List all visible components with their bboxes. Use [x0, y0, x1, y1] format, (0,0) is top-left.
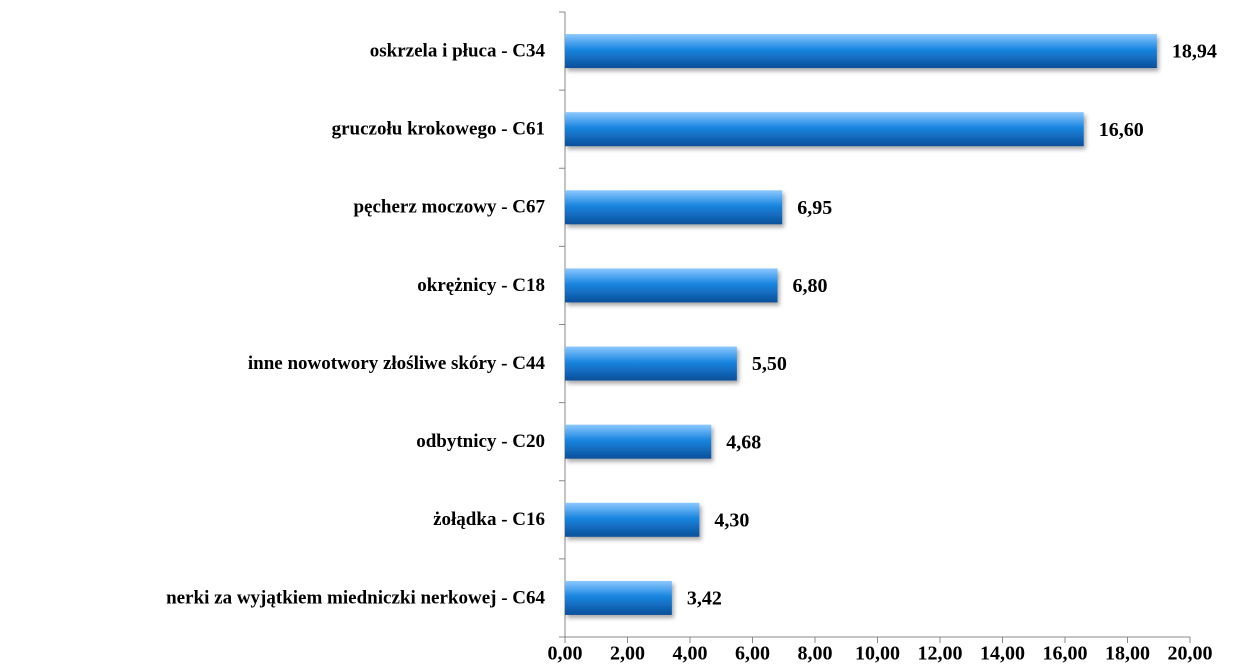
value-label: 16,60 — [1099, 119, 1144, 141]
value-label: 6,95 — [797, 197, 832, 219]
bar — [565, 424, 712, 459]
value-label: 18,94 — [1172, 41, 1217, 63]
value-label: 3,42 — [687, 588, 722, 610]
category-label: inne nowotwory złośliwe skóry - C44 — [248, 353, 546, 374]
category-label: oskrzela i płuca - C34 — [370, 40, 546, 61]
bar — [565, 112, 1084, 147]
category-label: gruczołu krokowego - C61 — [332, 119, 545, 140]
x-tick-label: 20,00 — [1168, 643, 1213, 664]
x-tick-label: 0,00 — [548, 643, 583, 664]
category-label: okrężnicy - C18 — [417, 275, 545, 296]
value-label: 6,80 — [793, 275, 828, 297]
x-tick-label: 4,00 — [673, 643, 708, 664]
x-tick-label: 2,00 — [610, 643, 645, 664]
bar — [565, 34, 1157, 69]
category-label: odbytnicy - C20 — [416, 431, 545, 452]
bar — [565, 346, 737, 381]
x-tick-label: 6,00 — [735, 643, 770, 664]
x-tick-label: 8,00 — [798, 643, 833, 664]
x-tick-label: 16,00 — [1043, 643, 1088, 664]
value-label: 4,68 — [726, 431, 761, 453]
category-label: nerki za wyjątkiem miedniczki nerkowej -… — [166, 587, 545, 608]
bar — [565, 268, 778, 303]
bar — [565, 580, 672, 615]
category-label: pęcherz moczowy - C67 — [353, 197, 545, 218]
value-label: 5,50 — [752, 353, 787, 375]
bar — [565, 190, 783, 225]
x-tick-label: 18,00 — [1105, 643, 1150, 664]
category-label: żołądka - C16 — [433, 509, 545, 530]
bar — [565, 502, 700, 537]
x-tick-label: 10,00 — [855, 643, 900, 664]
x-tick-label: 12,00 — [918, 643, 963, 664]
value-label: 4,30 — [714, 509, 749, 531]
x-tick-label: 14,00 — [980, 643, 1025, 664]
